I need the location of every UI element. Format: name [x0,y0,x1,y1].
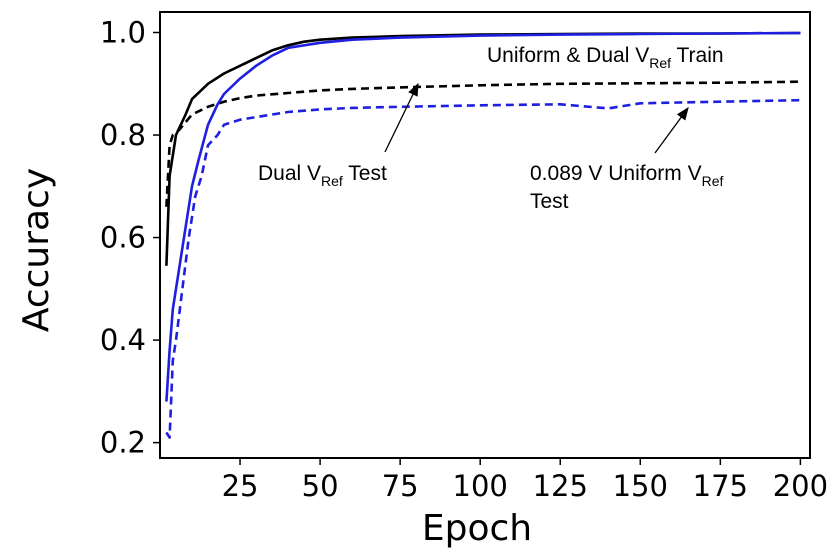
y-tick-label: 1.0 [100,16,146,50]
x-tick-label: 175 [693,469,748,503]
y-tick-label: 0.2 [100,426,146,460]
uniform-test-label: 0.089 V Uniform VRef [530,162,723,189]
y-tick-label: 0.6 [100,221,146,255]
uniform-test-arrow [654,106,689,154]
series-layer [165,31,801,439]
x-tick-label: 100 [453,469,508,503]
y-tick-label: 0.8 [100,118,146,152]
x-tick-label: 200 [773,469,828,503]
series-line-1 [165,80,801,207]
x-tick-label: 50 [302,469,339,503]
x-axis-title: Epoch [422,508,532,549]
x-tick-label: 125 [533,469,588,503]
x-tick-label: 75 [382,469,419,503]
train-label: Uniform & Dual VRef Train [487,44,724,71]
x-tick-label: 150 [613,469,668,503]
dual-test-arrow [384,82,419,153]
dual-test-label: Dual VRef Test [258,162,387,189]
plot-frame [159,11,811,459]
y-tick-label: 0.4 [100,323,146,357]
uniform-test-label-line2: Test [530,190,569,213]
series-line-0 [165,31,801,266]
x-axis: 25 50 75 100 125 150 175 200 [222,458,828,503]
y-axis: 0.2 0.4 0.6 0.8 1.0 [100,16,160,460]
series-line-3 [165,98,801,439]
y-axis-title: Accuracy [16,168,57,332]
x-tick-label: 25 [222,469,259,503]
series-line-2 [165,31,801,402]
